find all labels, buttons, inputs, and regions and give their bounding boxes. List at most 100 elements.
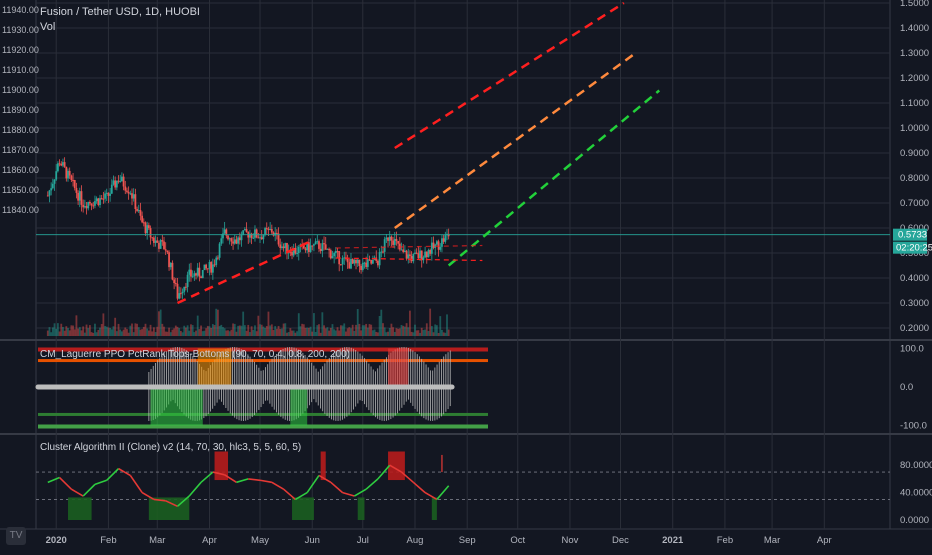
candle-body[interactable] bbox=[159, 240, 162, 249]
candle-body[interactable] bbox=[363, 262, 366, 264]
candle-body[interactable] bbox=[105, 192, 108, 194]
candle-body[interactable] bbox=[319, 248, 322, 252]
candle-body[interactable] bbox=[314, 241, 317, 245]
candle-body[interactable] bbox=[156, 240, 159, 243]
candle-body[interactable] bbox=[393, 238, 396, 245]
candle-body[interactable] bbox=[94, 201, 96, 206]
candle-body[interactable] bbox=[176, 283, 179, 299]
candle-body[interactable] bbox=[388, 236, 391, 241]
candle-body[interactable] bbox=[99, 198, 101, 205]
candle-body[interactable] bbox=[371, 260, 374, 264]
candle-body[interactable] bbox=[213, 264, 216, 266]
candle-body[interactable] bbox=[210, 262, 213, 273]
candle-body[interactable] bbox=[334, 251, 337, 254]
candle-body[interactable] bbox=[333, 253, 336, 257]
candle-body[interactable] bbox=[412, 254, 415, 262]
candle-body[interactable] bbox=[430, 242, 433, 254]
candle-body[interactable] bbox=[136, 209, 138, 211]
candle-body[interactable] bbox=[195, 273, 197, 276]
candle-body[interactable] bbox=[233, 239, 236, 244]
candle-body[interactable] bbox=[121, 176, 123, 182]
candle-body[interactable] bbox=[80, 191, 83, 205]
candle-body[interactable] bbox=[281, 246, 283, 249]
candle-body[interactable] bbox=[166, 250, 169, 253]
candle-body[interactable] bbox=[87, 202, 90, 209]
candle-body[interactable] bbox=[48, 190, 51, 196]
candle-body[interactable] bbox=[131, 193, 133, 199]
candles[interactable] bbox=[46, 157, 450, 301]
candle-body[interactable] bbox=[275, 232, 278, 234]
candle-body[interactable] bbox=[318, 241, 320, 249]
candle-body[interactable] bbox=[58, 163, 61, 165]
candle-body[interactable] bbox=[331, 256, 334, 259]
candle-body[interactable] bbox=[356, 259, 359, 264]
candle-body[interactable] bbox=[115, 180, 118, 188]
candle-body[interactable] bbox=[146, 225, 149, 234]
candle-body[interactable] bbox=[82, 204, 85, 208]
candle-body[interactable] bbox=[217, 257, 219, 259]
candle-body[interactable] bbox=[313, 244, 315, 246]
candle-body[interactable] bbox=[297, 246, 300, 253]
candle-body[interactable] bbox=[203, 264, 206, 270]
candle-body[interactable] bbox=[323, 243, 325, 245]
candle-body[interactable] bbox=[163, 241, 165, 250]
candle-body[interactable] bbox=[72, 179, 74, 181]
candle-body[interactable] bbox=[196, 267, 199, 276]
support-line[interactable] bbox=[335, 257, 483, 262]
candle-body[interactable] bbox=[284, 242, 287, 249]
candle-body[interactable] bbox=[161, 240, 164, 242]
candle-body[interactable] bbox=[292, 247, 295, 256]
candle-body[interactable] bbox=[185, 286, 187, 288]
candle-body[interactable] bbox=[132, 194, 135, 199]
candle-body[interactable] bbox=[117, 180, 120, 182]
candle-body[interactable] bbox=[355, 259, 357, 264]
candle-body[interactable] bbox=[442, 238, 445, 242]
candle-body[interactable] bbox=[339, 264, 342, 266]
candle-body[interactable] bbox=[215, 257, 218, 265]
candle-body[interactable] bbox=[46, 195, 49, 197]
candle-body[interactable] bbox=[141, 215, 144, 223]
candle-body[interactable] bbox=[179, 293, 182, 295]
candle-body[interactable] bbox=[444, 235, 447, 242]
candle-body[interactable] bbox=[137, 210, 140, 212]
candle-body[interactable] bbox=[169, 262, 172, 268]
candle-body[interactable] bbox=[205, 264, 208, 269]
candle-body[interactable] bbox=[289, 251, 292, 253]
candle-body[interactable] bbox=[242, 230, 245, 235]
channel-middle-orange[interactable] bbox=[394, 51, 637, 230]
candle-body[interactable] bbox=[139, 210, 142, 216]
candle-body[interactable] bbox=[270, 229, 273, 233]
candle-body[interactable] bbox=[429, 249, 432, 254]
candle-body[interactable] bbox=[89, 202, 91, 204]
candle-body[interactable] bbox=[402, 249, 405, 253]
candle-body[interactable] bbox=[437, 241, 440, 250]
candle-body[interactable] bbox=[326, 248, 329, 250]
candle-body[interactable] bbox=[336, 251, 339, 253]
candle-body[interactable] bbox=[158, 242, 160, 249]
candle-body[interactable] bbox=[420, 250, 423, 261]
candle-body[interactable] bbox=[346, 258, 349, 263]
candle-body[interactable] bbox=[392, 240, 394, 245]
candle-body[interactable] bbox=[390, 236, 393, 241]
candle-body[interactable] bbox=[316, 241, 319, 243]
candle-body[interactable] bbox=[321, 243, 324, 252]
candle-body[interactable] bbox=[126, 190, 128, 192]
candle-body[interactable] bbox=[100, 198, 103, 200]
candle-body[interactable] bbox=[193, 273, 196, 277]
candle-body[interactable] bbox=[102, 198, 105, 200]
candle-body[interactable] bbox=[422, 257, 425, 261]
candle-body[interactable] bbox=[67, 170, 69, 179]
candle-body[interactable] bbox=[385, 237, 388, 240]
candle-body[interactable] bbox=[286, 242, 288, 254]
candle-body[interactable] bbox=[397, 240, 400, 244]
candle-body[interactable] bbox=[173, 279, 176, 284]
candle-body[interactable] bbox=[208, 262, 211, 269]
candle-body[interactable] bbox=[417, 253, 420, 259]
trend-line-red[interactable] bbox=[176, 239, 313, 305]
candle-body[interactable] bbox=[267, 228, 270, 230]
candle-body[interactable] bbox=[265, 228, 268, 230]
candle-body[interactable] bbox=[83, 206, 86, 208]
candle-body[interactable] bbox=[77, 192, 80, 201]
